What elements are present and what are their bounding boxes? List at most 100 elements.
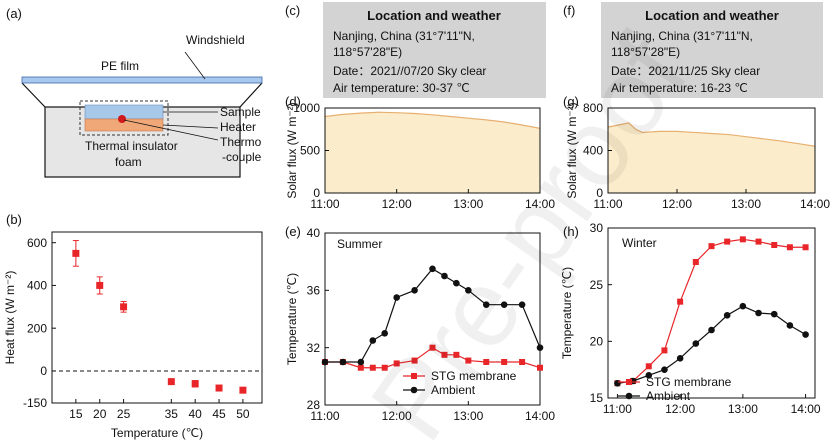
y-tick-label: 1000 — [293, 101, 320, 115]
x-tick-label: 20 — [93, 407, 107, 421]
series-marker — [723, 311, 731, 319]
y-tick-label: 30 — [590, 221, 604, 235]
y-tick-label: 800 — [583, 101, 603, 115]
chart-d-solar-flux-summer: 0 500 1000 11:00 12:00 13:00 14:00 Solar flux (… — [285, 101, 555, 211]
y-axis-label: Solar flux (W m⁻²) — [565, 102, 579, 198]
enclosure-wall-left — [21, 82, 46, 108]
series-marker — [393, 360, 400, 367]
series-marker — [661, 366, 668, 373]
y-tick-label: 28 — [307, 398, 321, 412]
series-marker — [482, 301, 490, 308]
data-point — [191, 380, 199, 388]
info-summer-title: Location and weather — [367, 8, 501, 23]
series-marker — [393, 294, 400, 301]
x-tick-label: 12:00 — [665, 402, 695, 416]
series-marker — [357, 358, 365, 366]
series-marker — [518, 301, 526, 308]
windshield-leader — [184, 51, 206, 80]
enclosure-wall-right — [239, 82, 263, 108]
series-marker — [692, 259, 699, 265]
info-winter-line4: Air temperature: 16-23 ℃ — [611, 81, 748, 95]
x-tick-label: 11:00 — [593, 197, 622, 211]
series-marker — [786, 322, 794, 329]
y-axis-label: Heat flux (W m⁻²) — [3, 271, 17, 365]
series-marker — [802, 331, 809, 338]
info-summer-line2: 118°57'28"E) — [333, 45, 402, 59]
series-marker — [677, 298, 684, 305]
pe-film — [21, 76, 263, 84]
panel-label-e: (e) — [285, 224, 301, 239]
y-tick-label: -150 — [23, 396, 47, 410]
solar-flux-line — [607, 122, 816, 147]
legend-label: Ambient — [431, 383, 476, 397]
x-tick-label: 11:00 — [310, 197, 339, 211]
y-tick-label: 15 — [590, 391, 604, 405]
chart-h-temperature-winter: 15 20 25 30 11:00 12:00 13:00 14:00 Temperature … — [560, 221, 821, 416]
series-marker — [453, 351, 460, 358]
series-marker — [739, 236, 746, 243]
x-tick-label: 14:00 — [800, 197, 830, 211]
series-marker — [429, 344, 436, 351]
chart-g-solar-flux-winter: 0 400 800 11:00 12:00 13:00 14:00 Solar flux (W… — [565, 101, 830, 211]
x-axis-label: Temperature (℃) — [111, 426, 203, 440]
chart-title: Summer — [337, 237, 382, 251]
info-summer-line1: Nanjing, China (31°7'11"N, — [333, 29, 475, 43]
legend-marker — [625, 392, 633, 400]
panel-label-d: (d) — [285, 94, 301, 109]
y-axis-label: Temperature (℃) — [285, 273, 299, 365]
series-marker — [708, 243, 715, 250]
series-line-0 — [617, 238, 806, 384]
series-marker — [519, 359, 526, 365]
info-box-winter — [601, 2, 823, 98]
x-tick-label: 13:00 — [728, 402, 758, 416]
data-point — [239, 386, 247, 394]
x-tick-label: 12:00 — [382, 197, 412, 211]
plot-frame — [607, 227, 816, 399]
series-marker — [465, 287, 472, 294]
solar-flux-area — [325, 112, 540, 193]
sample-label: Sample — [220, 105, 261, 119]
series-marker — [739, 302, 747, 310]
y-tick-label: 200 — [27, 321, 47, 335]
y-axis-label: Temperature (℃) — [560, 267, 574, 359]
chart-b-heat-flux: 600 400 200 0 -150 15 20 25 35 40 45 50 Temperature … — [3, 231, 263, 440]
heater-leader — [162, 124, 219, 129]
series-marker — [369, 364, 376, 371]
info-winter-line1: Nanjing, China (31°7'11"N, — [611, 29, 753, 43]
x-tick-label: 25 — [117, 407, 131, 421]
series-marker — [724, 238, 731, 245]
series-marker — [465, 357, 472, 364]
info-summer-line4: Air temperature: 30-37 ℃ — [333, 81, 470, 95]
panel-label-b: (b) — [6, 212, 22, 227]
panel-label-h: (h) — [563, 224, 579, 239]
series-marker — [755, 309, 762, 317]
thermocouple-dot — [118, 115, 126, 123]
data-point — [215, 384, 223, 392]
series-marker — [661, 347, 668, 354]
series-marker — [770, 310, 778, 318]
series-line-1 — [617, 305, 806, 384]
series-marker — [381, 364, 388, 371]
y-tick-label: 400 — [27, 279, 47, 293]
series-marker — [441, 351, 448, 358]
x-tick-label: 13:00 — [453, 197, 483, 211]
series-marker — [755, 238, 762, 245]
y-tick-label: 0 — [313, 186, 320, 200]
series-marker — [441, 272, 448, 280]
x-tick-label: 14:00 — [525, 197, 555, 211]
series-marker — [321, 358, 329, 366]
y-tick-label: 20 — [590, 335, 604, 349]
x-tick-label: 13:00 — [731, 197, 761, 211]
detail-dashed-box — [79, 100, 169, 136]
panel-f-info: (f) Location and weather Nanjing, China … — [563, 2, 823, 98]
x-tick-label: 14:00 — [791, 402, 821, 416]
series-marker — [614, 379, 621, 387]
x-tick-label: 35 — [165, 407, 179, 421]
plot-frame — [324, 232, 541, 406]
thermocouple-label-1: Thermo — [220, 135, 262, 149]
panel-c-info: (c) Location and weather Nanjing, China … — [285, 2, 546, 98]
x-tick-label: 13:00 — [453, 409, 483, 423]
panel-label-c: (c) — [285, 3, 300, 18]
solar-flux-line — [324, 111, 541, 129]
